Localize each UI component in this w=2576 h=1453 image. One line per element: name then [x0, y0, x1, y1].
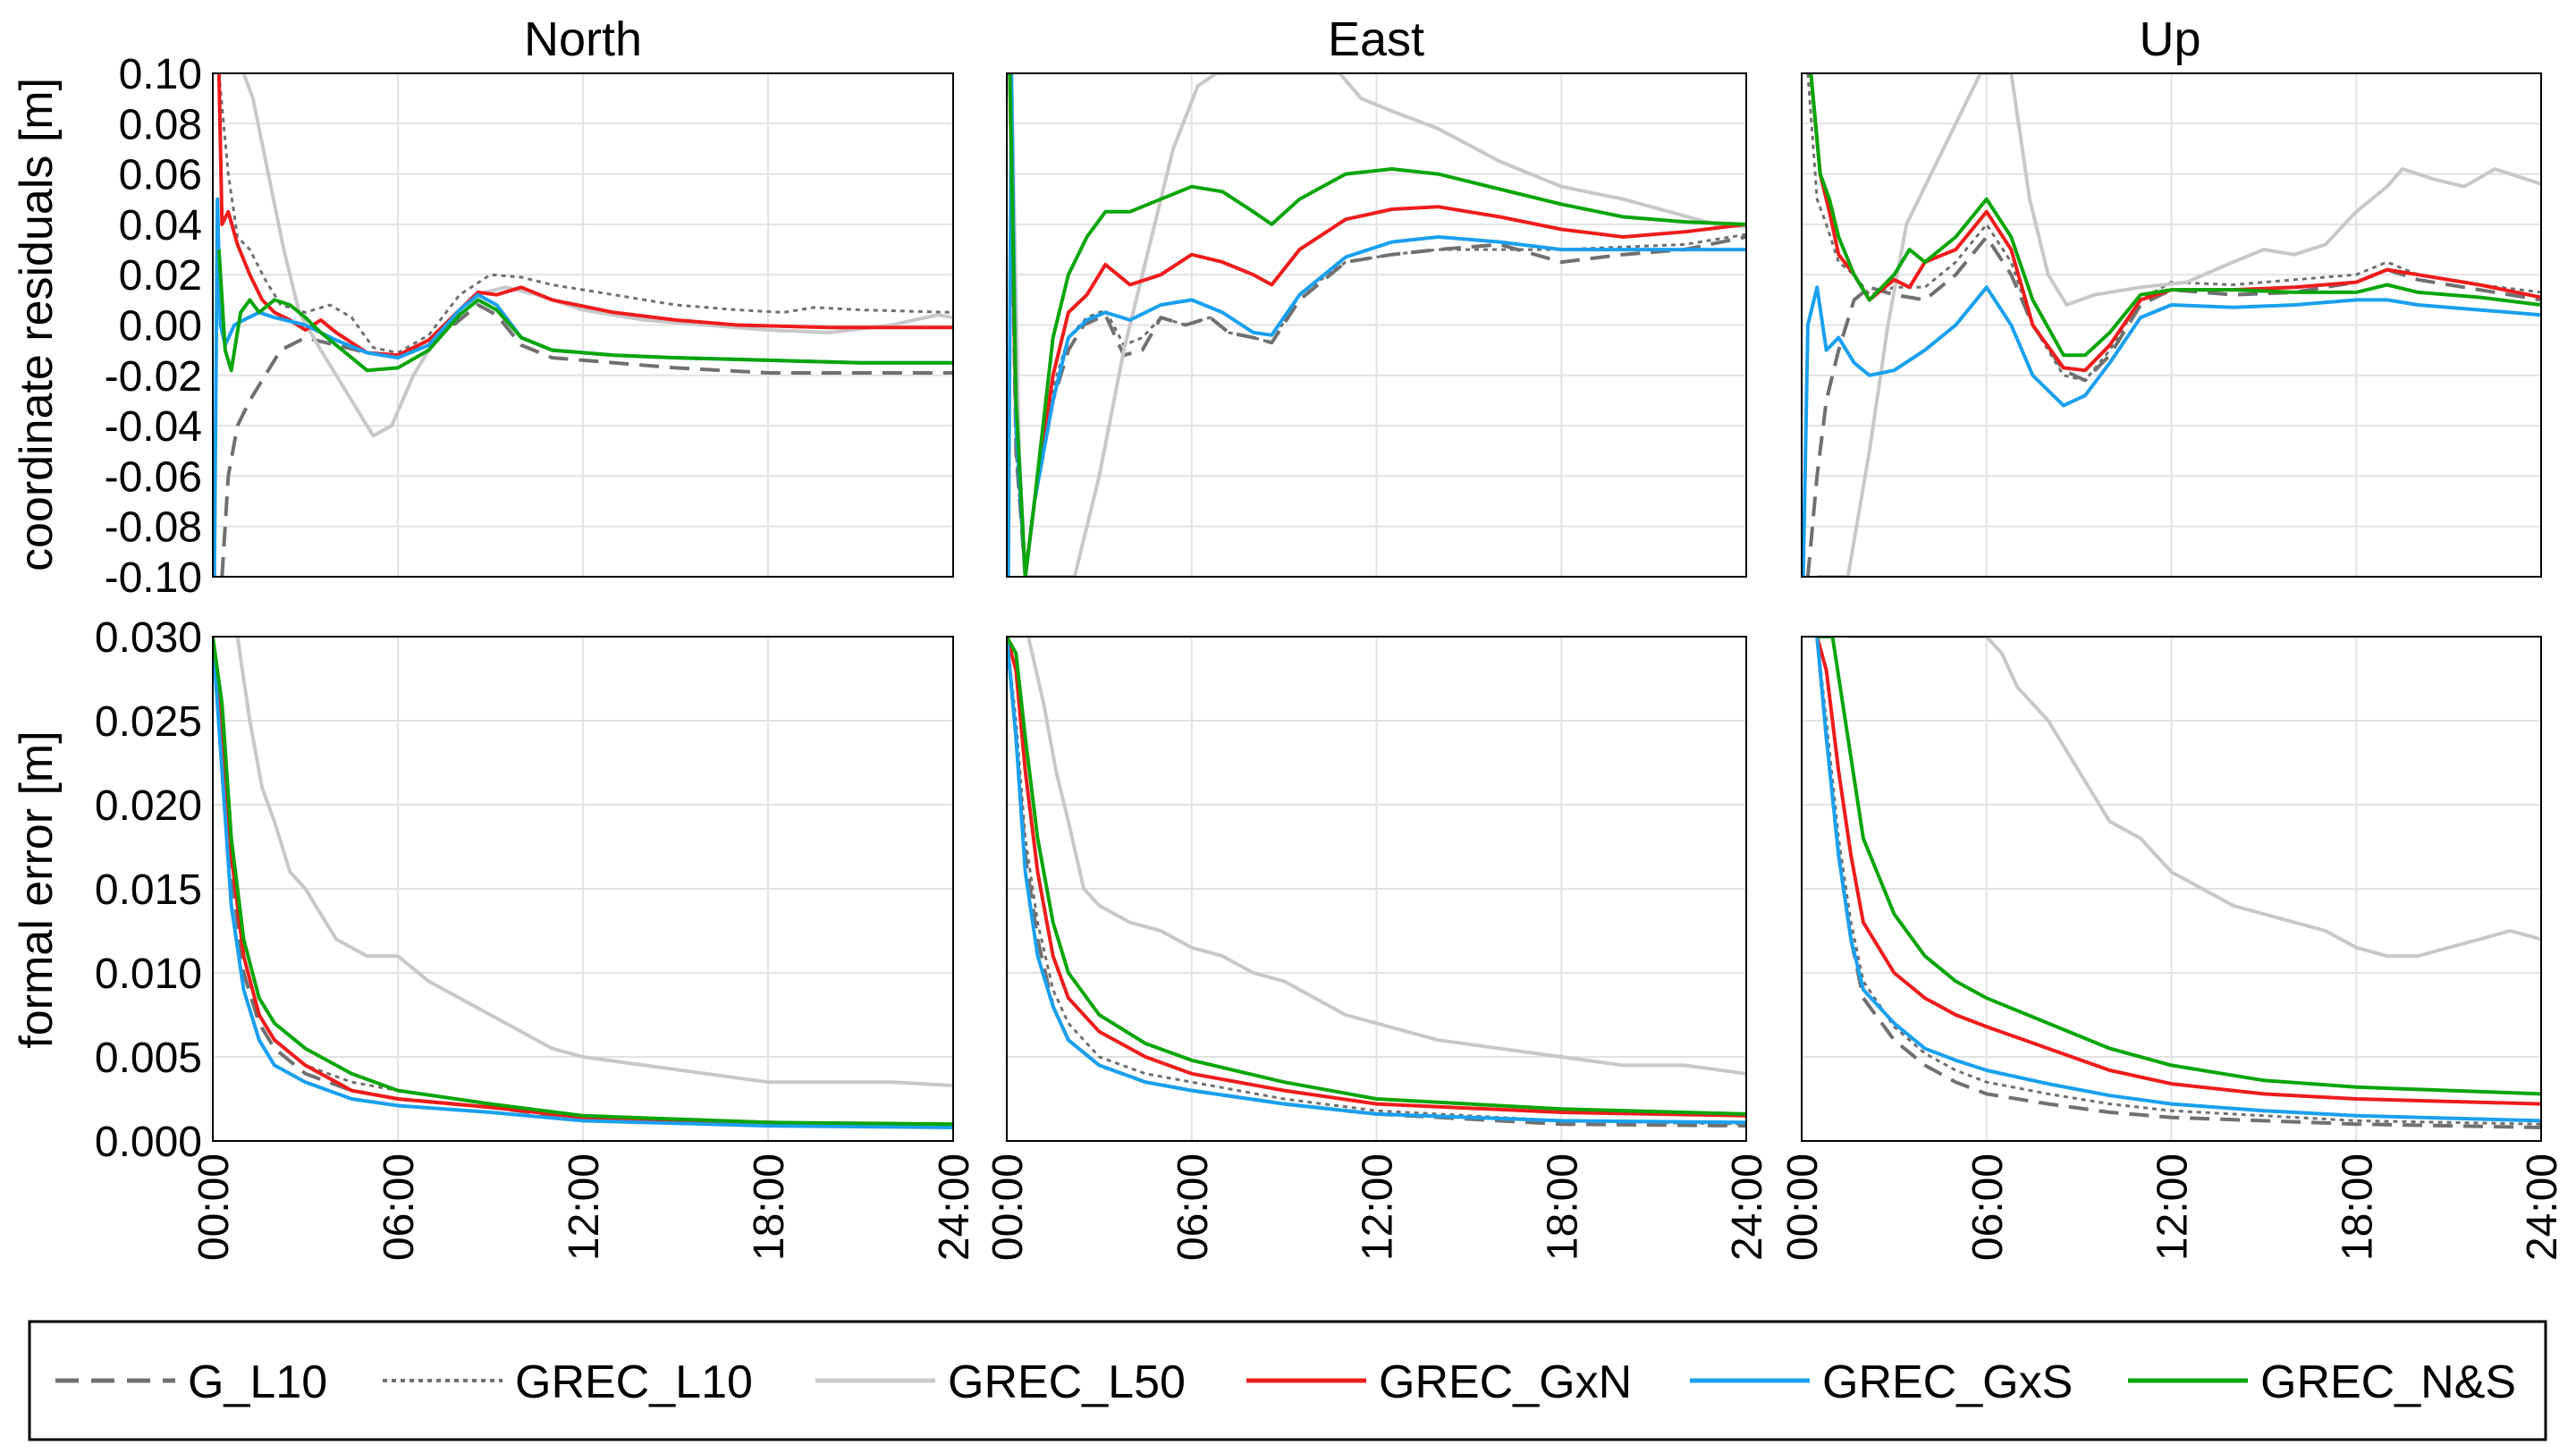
y-tick-label: 0.00: [119, 303, 202, 351]
y-tick-label: 0.10: [119, 51, 202, 98]
legend-entry-grec-gxn: GREC_GxN: [1246, 1356, 1632, 1408]
panel-residuals-east: [1006, 72, 1747, 578]
panel-formal-error-east: 00:00 06:00 12:00 18:00 24:00: [984, 636, 1771, 1261]
axes-frame: [1006, 636, 1747, 1142]
y-tick-label: 0.04: [119, 202, 202, 249]
series-group: [213, 637, 953, 1129]
x-tick-label: 12:00: [2149, 1153, 2197, 1261]
series-grec-gxn-formal-error-up: [1815, 637, 2541, 1106]
series-group: [1007, 637, 1746, 1128]
legend-entry-grec-l10: GREC_L10: [383, 1356, 753, 1408]
panels: 0.100.080.060.040.020.00-0.02-0.04-0.06-…: [95, 51, 2566, 1261]
panel-residuals-north: 0.100.080.060.040.020.00-0.02-0.04-0.06-…: [105, 51, 954, 602]
panel-residuals-up: [1801, 72, 2542, 578]
x-tick-label: 00:00: [984, 1153, 1032, 1261]
axes-frame: [1801, 636, 2542, 1142]
series-grec-l10-residuals-east: [1008, 73, 1746, 577]
series-grec-nns-formal-error-north: [213, 637, 953, 1127]
axes-frame: [212, 636, 954, 1142]
panel-formal-error-up: 00:00 06:00 12:00 18:00 24:00: [1779, 636, 2566, 1261]
x-tick-label: 24:00: [1724, 1153, 1771, 1261]
series-group: [1802, 73, 2541, 577]
series-grec-l50-residuals-east: [1009, 73, 1746, 577]
series-grec-nns-formal-error-up: [1817, 637, 2541, 1096]
x-tick-label: 18:00: [746, 1153, 793, 1261]
x-tick-label: 18:00: [1539, 1153, 1586, 1261]
series-grec-l10-formal-error-east: [1007, 637, 1746, 1126]
series-group: [213, 73, 953, 577]
legend-entry-grec-l50: GREC_L50: [815, 1356, 1186, 1408]
y-tick-label: 0.030: [95, 614, 202, 662]
x-tick-label: 12:00: [561, 1153, 608, 1261]
x-tick-label: 06:00: [376, 1153, 423, 1261]
y-tick-label: 0.020: [95, 782, 202, 830]
series-grec-l50-formal-error-up: [1847, 637, 2541, 959]
legend-label-grec-ns: GREC_N&S: [2260, 1356, 2516, 1408]
y-tick-label: 0.010: [95, 950, 202, 998]
y-tick-label: 0.000: [95, 1119, 202, 1166]
legend-label-g-l10: G_L10: [188, 1356, 327, 1408]
series-g-l10-residuals-north: [220, 303, 953, 577]
x-tick-label: 06:00: [1964, 1153, 2012, 1261]
y-tick-label: -0.02: [105, 353, 202, 401]
ylabel-formal-error: formal error [m]: [11, 731, 63, 1048]
x-tick-label: 00:00: [190, 1153, 238, 1261]
legend-entry-grec-gxs: GREC_GxS: [1690, 1356, 2073, 1408]
legend-entry-grec-ns: GREC_N&S: [2128, 1356, 2516, 1408]
legend: G_L10 GREC_L10 GREC_L50 GREC_GxN GREC_Gx…: [28, 1320, 2547, 1441]
series-grec-gxn-residuals-east: [1008, 73, 1746, 577]
legend-entry-g-l10: G_L10: [55, 1356, 327, 1408]
series-grec-l10-residuals-north: [217, 73, 953, 354]
y-tick-label: -0.04: [105, 403, 202, 451]
series-grec-nns-residuals-north: [216, 249, 953, 373]
x-tick-label: 06:00: [1170, 1153, 1217, 1261]
series-grec-gxn-formal-error-east: [1007, 637, 1746, 1118]
series-grec-l10-formal-error-up: [1815, 637, 2541, 1126]
legend-label-grec-l50: GREC_L50: [948, 1356, 1186, 1408]
y-tick-label: -0.08: [105, 504, 202, 552]
series-grec-gxs-formal-error-up: [1815, 637, 2541, 1123]
axes-frame: [1006, 72, 1747, 578]
series-grec-nns-formal-error-east: [1007, 637, 1746, 1116]
title-up: Up: [2139, 13, 2200, 66]
ylabel-residuals: coordinate residuals [m]: [11, 78, 63, 571]
series-grec-gxs-formal-error-north: [213, 637, 953, 1129]
y-tick-label: 0.005: [95, 1035, 202, 1082]
legend-label-grec-l10: GREC_L10: [515, 1356, 753, 1408]
y-tick-label: 0.025: [95, 698, 202, 746]
legend-label-grec-gxs: GREC_GxS: [1822, 1356, 2073, 1408]
axes-frame: [1801, 72, 2542, 578]
x-tick-label: 00:00: [1779, 1153, 1827, 1261]
series-grec-l50-residuals-north: [241, 73, 953, 438]
x-tick-label: 24:00: [931, 1153, 978, 1261]
title-north: North: [524, 13, 642, 66]
y-tick-label: 0.02: [119, 252, 202, 300]
series-g-l10-formal-error-up: [1815, 637, 2541, 1129]
y-tick-label: 0.015: [95, 866, 202, 914]
y-tick-label: -0.06: [105, 453, 202, 501]
series-grec-l10-residuals-up: [1806, 73, 2541, 382]
x-tick-label: 12:00: [1355, 1153, 1402, 1261]
legend-label-grec-gxn: GREC_GxN: [1379, 1356, 1632, 1408]
series-grec-l50-formal-error-east: [1026, 637, 1746, 1076]
title-east: East: [1328, 13, 1424, 66]
series-grec-gxn-residuals-north: [216, 73, 953, 358]
panel-formal-error-north: 0.030 0.025 0.020 0.015 0.010 0.005 0.00000:00…: [95, 614, 978, 1261]
x-tick-label: 24:00: [2519, 1153, 2566, 1261]
series-grec-gxs-residuals-up: [1802, 285, 2541, 577]
series-grec-l50-residuals-up: [1817, 73, 2541, 577]
x-tick-label: 18:00: [2334, 1153, 2381, 1261]
y-tick-label: 0.06: [119, 152, 202, 199]
series-group: [1815, 637, 2541, 1129]
series-grec-l50-formal-error-north: [235, 637, 953, 1087]
axes-frame: [212, 72, 954, 578]
series-group: [1007, 73, 1746, 577]
y-tick-label: -0.10: [105, 554, 202, 602]
series-grec-gxs-formal-error-east: [1007, 637, 1746, 1125]
series-grec-nns-residuals-up: [1809, 73, 2541, 358]
y-tick-label: 0.08: [119, 101, 202, 148]
series-grec-nns-residuals-east: [1008, 73, 1746, 577]
